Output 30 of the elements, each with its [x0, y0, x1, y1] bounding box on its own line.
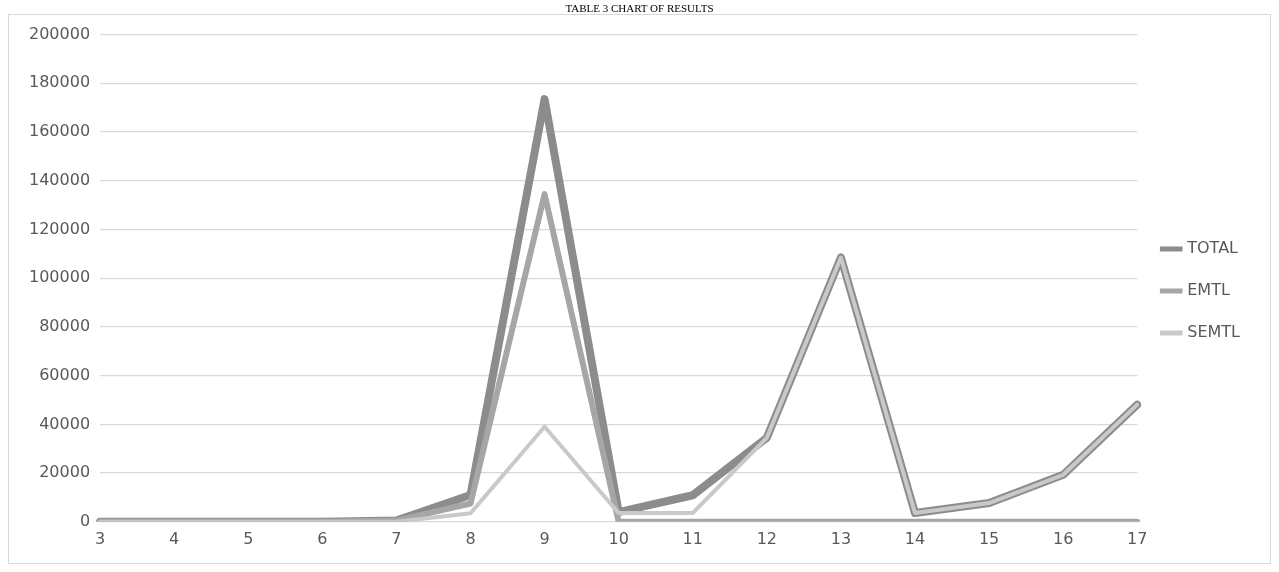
y-tick-label: 100000 [29, 267, 91, 287]
y-tick-label: 140000 [29, 169, 91, 189]
y-tick-label: 120000 [29, 218, 91, 238]
x-tick-label: 16 [1052, 528, 1074, 548]
legend-label: SEMTL [1187, 322, 1241, 342]
x-tick-label: 3 [94, 528, 106, 548]
y-tick-label: 200000 [29, 23, 91, 43]
x-tick-label: 7 [391, 528, 402, 548]
y-tick-label: 20000 [39, 462, 91, 482]
x-tick-label: 17 [1127, 528, 1148, 548]
x-tick-label: 14 [904, 528, 926, 548]
y-tick-label: 180000 [29, 72, 91, 92]
legend-label: EMTL [1187, 280, 1230, 300]
y-tick-label: 80000 [39, 316, 91, 336]
y-tick-label: 0 [79, 510, 91, 530]
x-tick-label: 15 [978, 528, 1000, 548]
legend-label: TOTAL [1186, 238, 1239, 258]
x-tick-label: 4 [169, 528, 180, 548]
y-tick-label: 160000 [29, 121, 91, 141]
x-tick-label: 8 [465, 528, 476, 548]
x-tick-label: 10 [608, 528, 629, 548]
y-tick-label: 60000 [39, 364, 91, 384]
chart-title: TABLE 3 CHART OF RESULTS [564, 2, 715, 14]
x-tick-label: 12 [756, 528, 778, 548]
x-tick-label: 9 [539, 528, 550, 548]
x-tick-label: 11 [682, 528, 703, 548]
y-tick-label: 40000 [39, 413, 91, 433]
x-tick-label: 6 [317, 528, 328, 548]
x-tick-label: 13 [830, 528, 852, 548]
x-tick-label: 5 [243, 528, 254, 548]
